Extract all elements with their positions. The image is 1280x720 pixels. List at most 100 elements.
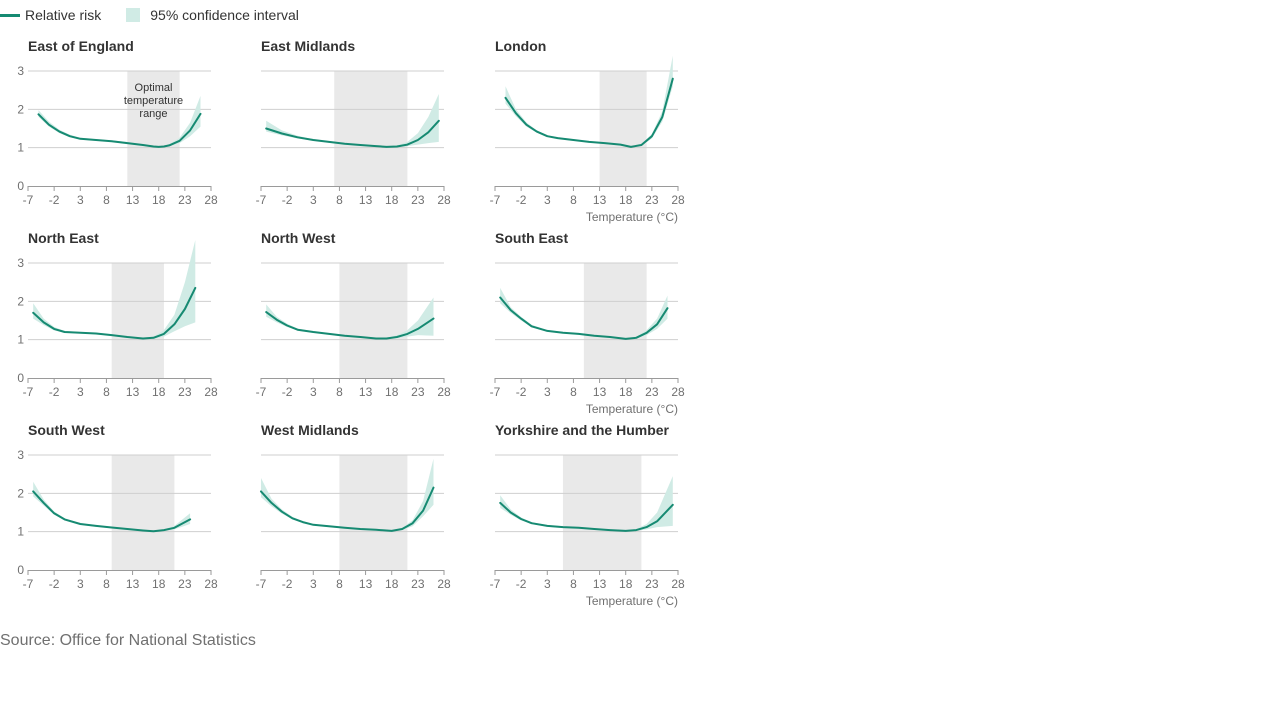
x-tick-label: 3 [544,193,551,207]
y-tick-label: 0 [17,371,24,385]
x-tick-label: 23 [411,577,425,591]
panel-title: North East [28,230,99,246]
optimal-range-band [339,263,408,378]
x-tick-label: -2 [49,577,60,591]
legend-item-relative-risk: Relative risk [0,7,101,23]
x-tick-label: 28 [671,385,685,399]
x-tick-label: -2 [282,385,293,399]
x-axis-title: Temperature (°C) [586,402,678,416]
x-tick-label: 18 [152,385,166,399]
relative-risk-line [260,486,435,532]
optimal-range-band [599,71,647,186]
confidence-band [505,55,673,148]
y-tick-label: 0 [17,179,24,193]
y-tick-label: 2 [17,294,24,308]
x-tick-label: 18 [385,193,399,207]
relative-risk-line [265,311,435,340]
y-tick-label: 3 [17,448,24,462]
x-tick-label: 8 [336,577,343,591]
x-tick-label: 8 [336,385,343,399]
panel-west-midlands: West Midlands -7 -2 3 8 13 18 23 28 [256,422,451,591]
x-tick-label: 13 [593,193,607,207]
x-tick-label: 28 [437,577,451,591]
legend-label-relative-risk: Relative risk [25,7,102,23]
optimal-range-band [127,71,180,186]
panel-title: East Midlands [261,38,355,54]
y-tick-label: 1 [17,525,24,539]
x-tick-label: -7 [490,193,501,207]
y-tick-label: 2 [17,102,24,116]
x-tick-label: -2 [516,385,527,399]
x-tick-label: 3 [310,385,317,399]
x-tick-label: 23 [411,385,425,399]
annotation-line: range [139,108,167,120]
x-tick-label: 23 [645,577,659,591]
x-tick-label: 18 [152,193,166,207]
x-tick-label: 8 [103,193,110,207]
x-tick-label: 3 [544,577,551,591]
x-tick-label: 13 [359,385,373,399]
x-tick-label: 28 [204,385,218,399]
x-tick-label: 23 [178,193,192,207]
x-tick-label: 8 [103,577,110,591]
x-tick-label: 8 [103,385,110,399]
x-tick-label: 23 [645,193,659,207]
annotation-line: Optimal [135,82,173,94]
x-tick-label: 13 [359,193,373,207]
panel-title: South East [495,230,568,246]
y-tick-label: 0 [17,563,24,577]
x-axis-title: Temperature (°C) [586,594,678,608]
panel-title: Yorkshire and the Humber [495,422,670,438]
x-tick-label: 3 [310,193,317,207]
x-tick-label: 18 [619,577,633,591]
panel-east-midlands: East Midlands -7 -2 3 8 13 18 23 28 [256,38,451,207]
x-tick-label: 18 [619,385,633,399]
x-tick-label: 18 [619,193,633,207]
x-tick-label: 28 [437,385,451,399]
x-axis-title: Temperature (°C) [586,210,678,224]
x-tick-label: 13 [126,193,140,207]
y-tick-label: 3 [17,256,24,270]
x-tick-label: 3 [310,577,317,591]
x-tick-label: 13 [126,385,140,399]
relative-risk-line [504,77,674,148]
x-tick-label: -7 [490,385,501,399]
annotation-line: temperature [124,95,183,107]
optimal-range-band [111,455,175,570]
panel-title: South West [28,422,105,438]
relative-risk-line [32,286,197,340]
legend-band-swatch [126,8,141,22]
panel-south-east: South East -7 -2 3 8 13 18 23 28 Temperature (°C) [490,230,685,416]
optimal-range-annotation: Optimal temperature range [124,82,183,120]
legend-item-confidence-interval: 95% confidence interval [126,7,299,23]
confidence-band [266,94,439,148]
x-tick-label: 8 [336,193,343,207]
y-tick-label: 2 [17,486,24,500]
x-tick-label: -7 [256,193,267,207]
x-tick-label: 23 [178,577,192,591]
x-tick-label: 18 [385,577,399,591]
x-tick-label: 23 [178,385,192,399]
x-tick-label: -2 [516,193,527,207]
relative-risk-line [32,490,192,533]
optimal-range-band [111,263,164,378]
x-tick-label: -7 [23,385,34,399]
panel-london: London -7 -2 3 8 13 18 23 28 Temperature (°C) [490,38,685,224]
x-tick-label: 3 [77,193,84,207]
panel-title: West Midlands [261,422,359,438]
chart-legend: Relative risk 95% confidence interval [0,5,324,25]
optimal-range-band [583,263,647,378]
optimal-range-band [334,71,408,186]
x-tick-label: 28 [671,193,685,207]
x-tick-label: 23 [645,385,659,399]
optimal-range-band [339,455,408,570]
x-tick-label: 23 [411,193,425,207]
x-tick-label: -7 [256,385,267,399]
x-tick-label: 3 [77,385,84,399]
legend-line-swatch [0,13,20,17]
legend-label-confidence-interval: 95% confidence interval [150,7,299,23]
x-tick-label: 13 [126,577,140,591]
panel-title: North West [261,230,336,246]
panel-north-west: North West -7 -2 3 8 13 18 23 28 [256,230,451,399]
y-tick-label: 3 [17,64,24,78]
